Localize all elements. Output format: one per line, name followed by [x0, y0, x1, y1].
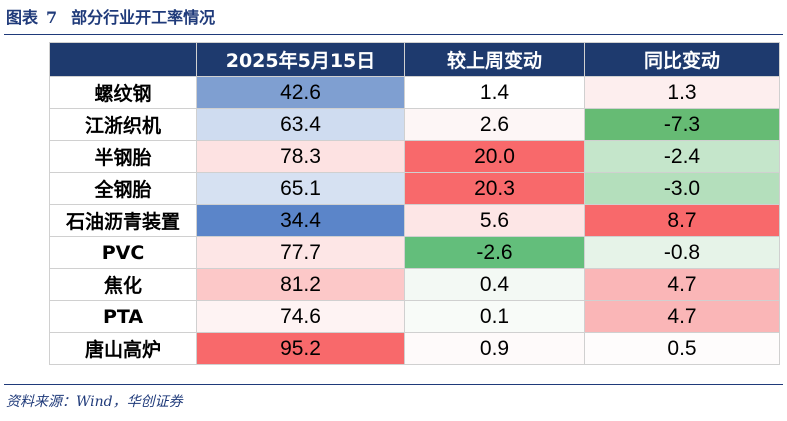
table-row-all-steel-tire: 全钢胎 65.1 20.3 -3.0 [49, 172, 780, 205]
week-change-cell: 5.6 [404, 204, 585, 237]
header-date: 2025年5月15日 [196, 42, 405, 77]
table-row-pvc: PVC 77.7 -2.6 -0.8 [49, 236, 780, 269]
current-rate-cell: 81.2 [196, 268, 405, 301]
figure-label: 图表 [6, 8, 39, 27]
row-label: 半钢胎 [49, 140, 197, 173]
row-label: 唐山高炉 [49, 332, 197, 365]
week-change-cell: 1.4 [404, 76, 585, 109]
row-label: 螺纹钢 [49, 76, 197, 109]
figure-title: 部分行业开工率情况 [71, 8, 216, 27]
row-label: 石油沥青装置 [49, 204, 197, 237]
week-change-cell: 0.9 [404, 332, 585, 365]
row-label: PVC [49, 236, 197, 269]
current-rate-cell: 42.6 [196, 76, 405, 109]
yoy-change-cell: 4.7 [584, 268, 780, 301]
current-rate-cell: 63.4 [196, 108, 405, 141]
header-industry [49, 42, 197, 77]
top-rule [4, 34, 783, 35]
week-change-cell: 20.3 [404, 172, 585, 205]
current-rate-cell: 95.2 [196, 332, 405, 365]
table-row-rebar: 螺纹钢 42.6 1.4 1.3 [49, 76, 780, 109]
week-change-cell: 2.6 [404, 108, 585, 141]
figure-number: 7 [46, 8, 58, 27]
table-row-petroleum-asphalt: 石油沥青装置 34.4 5.6 8.7 [49, 204, 780, 237]
table-row-tangshan-blast-furnace: 唐山高炉 95.2 0.9 0.5 [49, 332, 780, 365]
current-rate-cell: 65.1 [196, 172, 405, 205]
current-rate-cell: 78.3 [196, 140, 405, 173]
row-label: PTA [49, 300, 197, 333]
header-week-change: 较上周变动 [404, 42, 585, 77]
week-change-cell: 0.4 [404, 268, 585, 301]
current-rate-cell: 34.4 [196, 204, 405, 237]
current-rate-cell: 77.7 [196, 236, 405, 269]
source-note: 资料来源：Wind，华创证券 [6, 394, 183, 410]
week-change-cell: 20.0 [404, 140, 585, 173]
week-change-cell: -2.6 [404, 236, 585, 269]
figure-caption: 图表 7 部分行业开工率情况 [6, 4, 215, 28]
header-yoy-change: 同比变动 [584, 42, 780, 77]
row-label: 焦化 [49, 268, 197, 301]
yoy-change-cell: 8.7 [584, 204, 780, 237]
yoy-change-cell: -0.8 [584, 236, 780, 269]
bottom-rule [4, 384, 783, 385]
table-row-coking: 焦化 81.2 0.4 4.7 [49, 268, 780, 301]
yoy-change-cell: 0.5 [584, 332, 780, 365]
yoy-change-cell: 4.7 [584, 300, 780, 333]
yoy-change-cell: -2.4 [584, 140, 780, 173]
header-row: 2025年5月15日 较上周变动 同比变动 [49, 42, 780, 77]
week-change-cell: 0.1 [404, 300, 585, 333]
yoy-change-cell: -7.3 [584, 108, 780, 141]
row-label: 江浙织机 [49, 108, 197, 141]
current-rate-cell: 74.6 [196, 300, 405, 333]
table-row-pta: PTA 74.6 0.1 4.7 [49, 300, 780, 333]
table-body: 螺纹钢 42.6 1.4 1.3 江浙织机 63.4 2.6 -7.3 半钢胎 78.3 20.0-… [49, 76, 780, 365]
yoy-change-cell: -3.0 [584, 172, 780, 205]
table-row-jiangzhe-loom: 江浙织机 63.4 2.6 -7.3 [49, 108, 780, 141]
yoy-change-cell: 1.3 [584, 76, 780, 109]
row-label: 全钢胎 [49, 172, 197, 205]
table-row-semi-steel-tire: 半钢胎 78.3 20.0 -2.4 [49, 140, 780, 173]
utilization-table: 2025年5月15日 较上周变动 同比变动 螺纹钢 42.6 1.4 1.3 江浙织机 6… [49, 42, 780, 365]
